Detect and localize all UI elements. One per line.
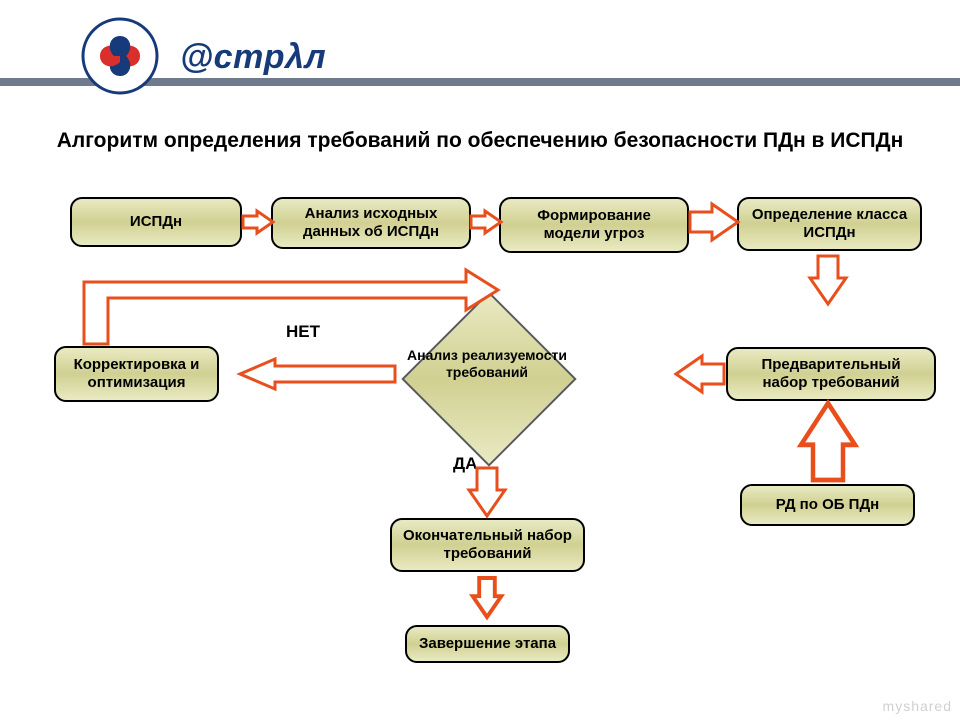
node-threat-model: Формирование модели угроз — [499, 197, 689, 253]
node-correction: Корректировка и оптимизация — [54, 346, 219, 402]
node-final-requirements: Окончательный набор требований — [390, 518, 585, 572]
label-no: НЕТ — [286, 322, 320, 342]
node-rd: РД по ОБ ПДн — [740, 484, 915, 526]
node-decision-analysis — [401, 291, 576, 466]
node-finish: Завершение этапа — [405, 625, 570, 663]
node-class-ispdn: Определение класса ИСПДн — [737, 197, 922, 251]
page-title: Алгоритм определения требований по обесп… — [0, 128, 960, 154]
brand-name: @стрλл — [180, 38, 326, 77]
label-yes: ДА — [453, 454, 477, 474]
node-ispdn: ИСПДн — [70, 197, 242, 247]
node-preliminary-requirements: Предварительный набор требований — [726, 347, 936, 401]
watermark: myshared — [883, 698, 952, 714]
brand-logo — [80, 16, 160, 101]
node-analysis-source: Анализ исходных данных об ИСПДн — [271, 197, 471, 249]
